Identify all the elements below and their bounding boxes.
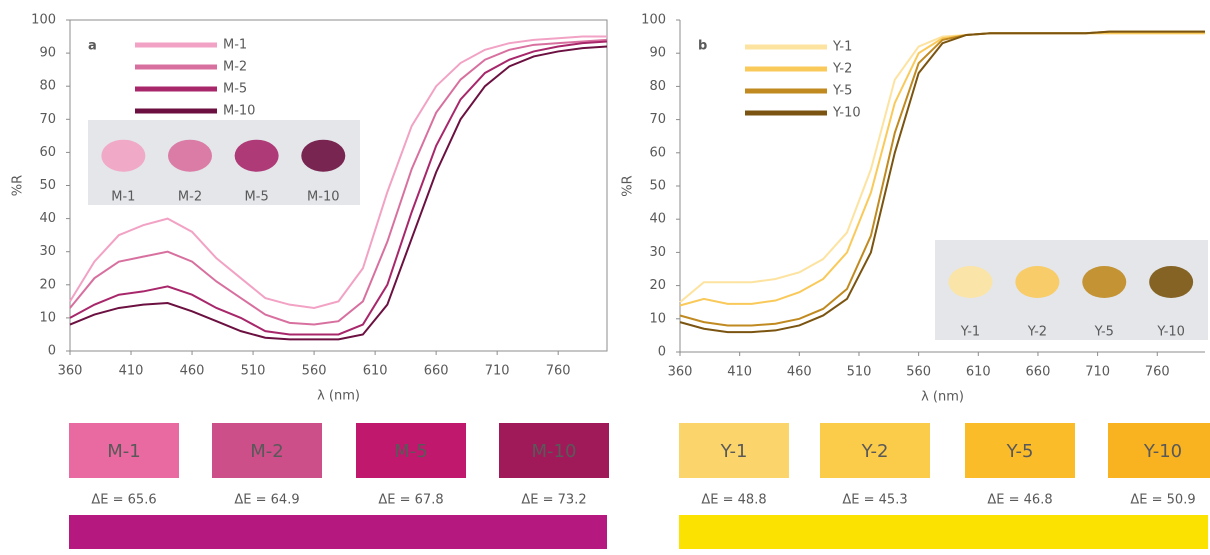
y-tick-label: 70 [39, 112, 56, 127]
delta-e: ΔE = 65.6 [91, 493, 156, 508]
x-tick-label: 510 [847, 365, 872, 380]
x-axis-label: λ (nm) [317, 389, 360, 404]
y-tick-label: 80 [39, 79, 56, 94]
x-tick-label: 710 [485, 364, 510, 379]
swatch-label: M-5 [394, 441, 427, 462]
reference-bar [69, 515, 607, 549]
inset-label: M-1 [111, 190, 135, 205]
inset-sample [1149, 266, 1193, 298]
x-tick-label: 710 [1085, 365, 1110, 380]
delta-e: ΔE = 50.9 [1130, 493, 1195, 508]
x-tick-label: 560 [302, 364, 327, 379]
x-tick-label: 410 [119, 364, 144, 379]
x-tick-label: 760 [546, 364, 571, 379]
swatch-label: Y-1 [720, 441, 748, 462]
inset-label: Y-10 [1156, 325, 1185, 340]
y-tick-label: 30 [39, 244, 56, 259]
inset-label: Y-5 [1094, 325, 1114, 340]
y-tick-label: 20 [649, 278, 666, 293]
swatch-label: M-1 [107, 441, 140, 462]
panel-label: b [698, 39, 707, 54]
legend-label: Y-1 [832, 40, 852, 55]
swatch-label: Y-5 [1006, 441, 1034, 462]
y-tick-label: 80 [649, 79, 666, 94]
swatch-label: M-2 [250, 441, 283, 462]
legend-label: M-10 [223, 104, 255, 119]
y-tick-label: 30 [649, 245, 666, 260]
y-tick-label: 60 [649, 145, 666, 160]
y-tick-label: 10 [39, 310, 56, 325]
delta-e: ΔE = 67.8 [378, 493, 443, 508]
delta-e: ΔE = 73.2 [521, 493, 586, 508]
legend-label: M-2 [223, 60, 247, 75]
swatch-label: M-10 [532, 441, 577, 462]
y-tick-label: 100 [31, 13, 56, 28]
inset-label: Y-1 [960, 325, 980, 340]
inset-sample [235, 140, 279, 172]
y-tick-label: 70 [649, 112, 666, 127]
reference-bar [679, 515, 1208, 549]
inset-label: M-5 [245, 190, 269, 205]
inset-label: M-2 [178, 190, 202, 205]
y-tick-label: 100 [641, 13, 666, 28]
y-tick-label: 50 [39, 178, 56, 193]
x-tick-label: 360 [668, 365, 693, 380]
x-tick-label: 460 [180, 364, 205, 379]
x-tick-label: 410 [727, 365, 752, 380]
legend-label: Y-10 [832, 106, 861, 121]
inset-sample [168, 140, 212, 172]
delta-e: ΔE = 46.8 [987, 493, 1052, 508]
inset-label: Y-2 [1027, 325, 1047, 340]
y-tick-label: 20 [39, 277, 56, 292]
y-axis-label: %R [11, 175, 26, 196]
x-tick-label: 560 [906, 365, 931, 380]
y-tick-label: 0 [48, 344, 56, 359]
inset-sample [1082, 266, 1126, 298]
x-axis-label: λ (nm) [921, 390, 964, 405]
x-tick-label: 510 [241, 364, 266, 379]
delta-e: ΔE = 45.3 [842, 493, 907, 508]
inset-sample [301, 140, 345, 172]
legend-label: Y-5 [832, 84, 852, 99]
legend-label: M-5 [223, 82, 247, 97]
delta-e: ΔE = 64.9 [234, 493, 299, 508]
y-axis-label: %R [621, 175, 636, 196]
y-tick-label: 10 [649, 311, 666, 326]
inset-label: M-10 [307, 190, 339, 205]
x-tick-label: 610 [966, 365, 991, 380]
inset-sample [1015, 266, 1059, 298]
figure: 0102030405060708090100360410460510560610… [0, 0, 1210, 551]
inset-sample [101, 140, 145, 172]
y-tick-label: 50 [649, 179, 666, 194]
y-tick-label: 90 [39, 46, 56, 61]
panel-label: a [88, 39, 97, 54]
x-tick-label: 660 [1026, 365, 1051, 380]
x-tick-label: 610 [363, 364, 388, 379]
x-tick-label: 460 [787, 365, 812, 380]
y-tick-label: 40 [39, 211, 56, 226]
x-tick-label: 360 [58, 364, 83, 379]
swatch-label: Y-10 [1143, 441, 1182, 462]
y-tick-label: 0 [658, 345, 666, 360]
x-tick-label: 760 [1145, 365, 1170, 380]
y-tick-label: 40 [649, 212, 666, 227]
y-tick-label: 60 [39, 145, 56, 160]
y-tick-label: 90 [649, 46, 666, 61]
delta-e: ΔE = 48.8 [701, 493, 766, 508]
x-tick-label: 660 [424, 364, 449, 379]
legend-label: M-1 [223, 38, 247, 53]
legend-label: Y-2 [832, 62, 852, 77]
swatch-label: Y-2 [861, 441, 889, 462]
inset-sample [948, 266, 992, 298]
